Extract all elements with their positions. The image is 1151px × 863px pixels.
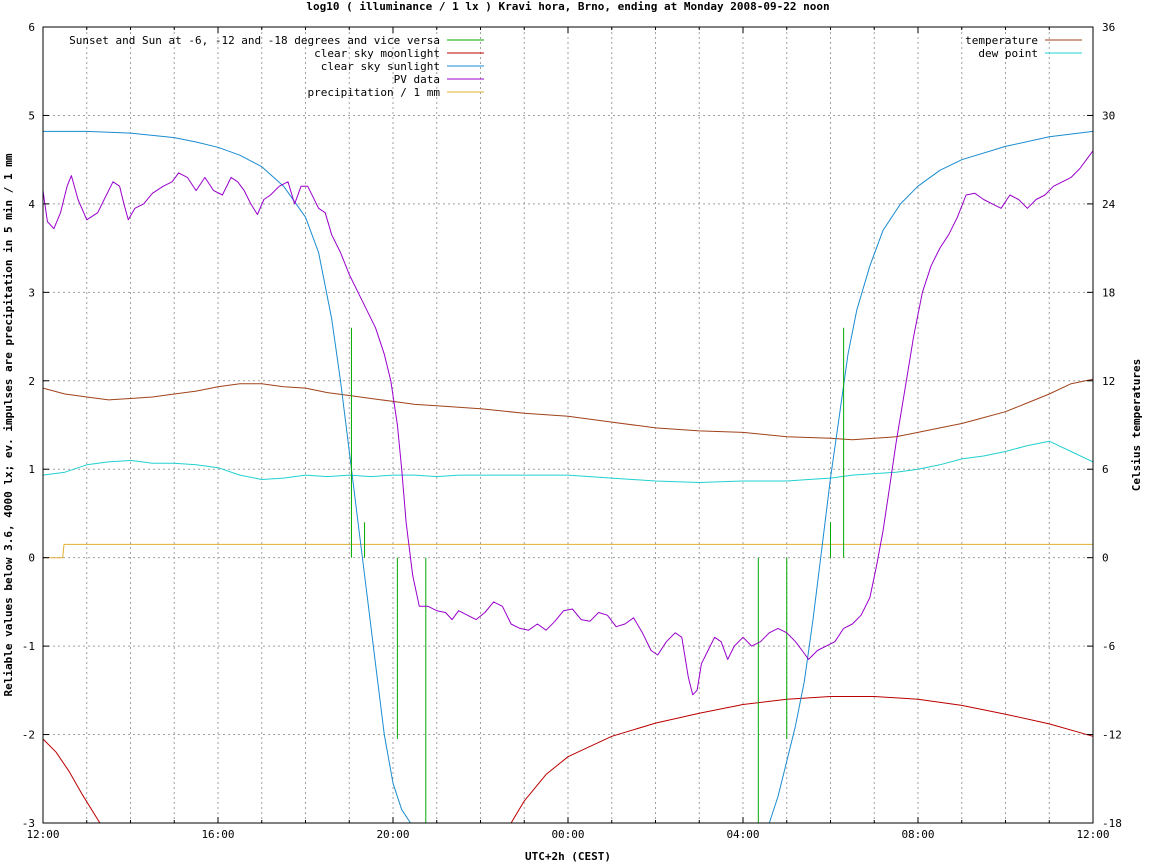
y-tick-label: -3	[22, 817, 35, 830]
y2-tick-label: 24	[1102, 198, 1116, 211]
dewpoint-line	[42, 440, 1094, 483]
moonlight-line	[510, 696, 1094, 824]
legend: Sunset and Sun at -6, -12 and -18 degree…	[69, 34, 1082, 99]
series-group	[42, 130, 1094, 824]
sunlight-line	[768, 130, 1094, 824]
temperature-line	[42, 378, 1094, 441]
y-tick-label: 0	[28, 552, 35, 565]
y-tick-label: 6	[28, 21, 35, 34]
y2-tick-label: -12	[1102, 729, 1122, 742]
y2-tick-label: -6	[1102, 640, 1115, 653]
x-tick-label: 04:00	[726, 828, 759, 841]
y2-tick-label: 12	[1102, 375, 1115, 388]
y2-tick-label: 30	[1102, 109, 1115, 122]
y-tick-label: 1	[28, 463, 35, 476]
y2-axis-label: Celsius temperatures	[1130, 359, 1143, 491]
y-tick-label: 4	[28, 198, 35, 211]
legend-label: temperature	[965, 34, 1038, 47]
y-tick-label: -1	[22, 640, 35, 653]
legend-label: PV data	[394, 73, 440, 86]
y2-tick-label: 0	[1102, 552, 1109, 565]
precipitation-line	[43, 543, 1093, 559]
x-tick-label: 12:00	[26, 828, 59, 841]
y-axis-label: Reliable values below 3.6, 4000 lx; ev. …	[2, 153, 15, 696]
grid-lines	[43, 27, 1093, 823]
x-tick-label: 12:00	[1076, 828, 1109, 841]
legend-label: Sunset and Sun at -6, -12 and -18 degree…	[69, 34, 440, 47]
legend-label: clear sky moonlight	[314, 47, 440, 60]
moonlight-line	[42, 738, 101, 824]
x-tick-label: 08:00	[901, 828, 934, 841]
legend-label: precipitation / 1 mm	[308, 86, 441, 99]
legend-label: dew point	[978, 47, 1038, 60]
y-tick-label: 3	[28, 286, 35, 299]
y-tick-label: -2	[22, 729, 35, 742]
x-axis-label: UTC+2h (CEST)	[525, 850, 611, 863]
y2-tick-label: -18	[1102, 817, 1122, 830]
sunlight-line	[43, 130, 411, 824]
x-tick-label: 16:00	[201, 828, 234, 841]
y2-tick-label: 6	[1102, 463, 1109, 476]
chart-title: log10 ( illuminance / 1 lx ) Kravi hora,…	[306, 0, 829, 13]
pv-data-line	[42, 141, 1094, 696]
y2-tick-label: 36	[1102, 21, 1115, 34]
y-tick-label: 5	[28, 109, 35, 122]
x-tick-label: 00:00	[551, 828, 584, 841]
y2-tick-label: 18	[1102, 286, 1115, 299]
x-tick-label: 20:00	[376, 828, 409, 841]
axis-ticks: 12:00 16:00 20:00 00:00 04:00 08:00 12:00-3-2-…	[22, 21, 1122, 841]
legend-label: clear sky sunlight	[321, 60, 440, 73]
y-tick-label: 2	[28, 375, 35, 388]
